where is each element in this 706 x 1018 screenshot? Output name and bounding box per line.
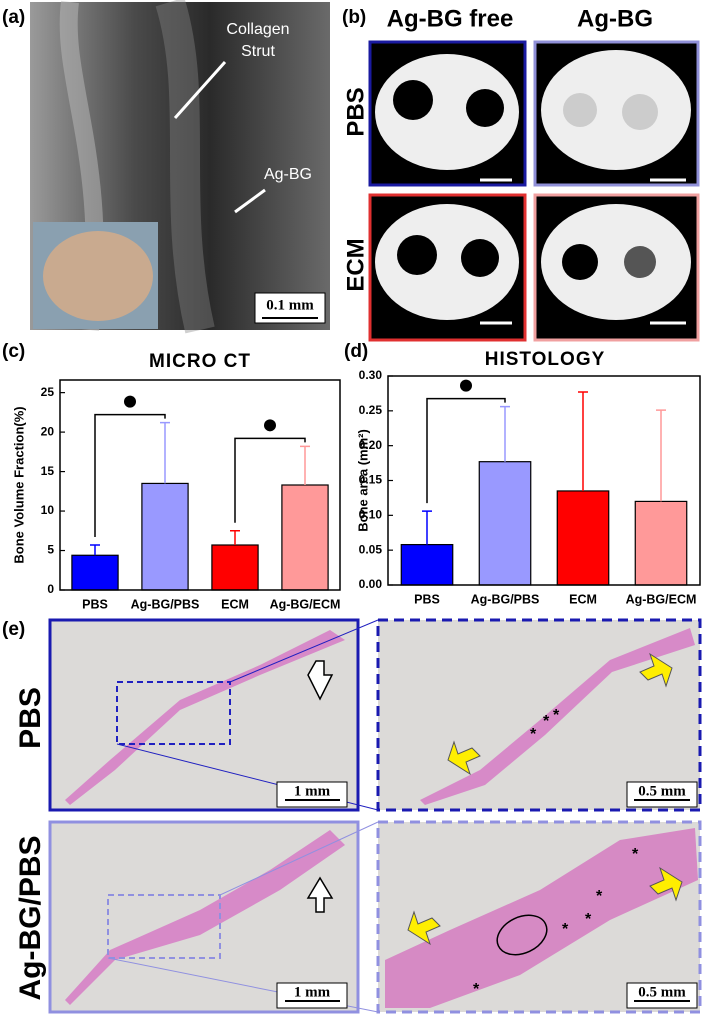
bar (281, 484, 329, 591)
marker: * (543, 713, 550, 730)
significance-dot (124, 395, 136, 408)
y-tick-label: 0.30 (359, 368, 383, 382)
scale-bar-label: 1 mm (294, 984, 331, 1000)
row-label: Ag-BG/PBS (14, 836, 47, 1001)
scale-bar-label: 0.5 mm (638, 783, 686, 799)
x-tick-label: PBS (82, 597, 108, 611)
y-tick-label: 0.00 (359, 577, 383, 591)
panel-label: (c) (2, 341, 25, 362)
column-label: Ag-BG free (387, 5, 514, 32)
marker: * (562, 921, 569, 938)
marker: * (530, 726, 537, 743)
error-bar (422, 510, 432, 545)
error-bar (656, 409, 666, 502)
y-tick-label: 0.10 (359, 508, 383, 522)
row-label: PBS (342, 87, 369, 136)
significance-dot (264, 419, 276, 432)
significance-bracket (94, 413, 166, 537)
error-bar (160, 421, 170, 484)
x-tick-label: PBS (414, 592, 440, 606)
y-axis-label: Bone Volume Fraction(%) (11, 406, 26, 563)
x-tick-label: Ag-BG/ECM (270, 597, 341, 611)
scale-bar-label: 1 mm (294, 783, 331, 799)
y-tick-label: 5 (47, 543, 54, 557)
panel-label: (d) (344, 341, 368, 362)
chart-title: HISTOLOGY (485, 349, 606, 370)
image-label: Ag-BG (264, 166, 312, 183)
y-tick-label: 0.20 (359, 438, 383, 452)
x-tick-label: Ag-BG/ECM (626, 592, 697, 606)
panel-label: (b) (342, 7, 366, 28)
charts: MICRO CT Bone Volume Fraction(%) 0 5 10 15 20 2… (11, 349, 701, 611)
histology-images (48, 618, 702, 1014)
ct-images (368, 40, 700, 342)
significance-dot (460, 379, 472, 392)
marker: * (473, 981, 480, 998)
x-tick-label: ECM (569, 592, 597, 606)
scale-bar-label: 0.5 mm (638, 984, 686, 1000)
x-tick-label: Ag-BG/PBS (131, 597, 200, 611)
y-tick-label: 0 (47, 582, 54, 596)
error-bar (500, 405, 510, 462)
bar (634, 500, 688, 586)
y-tick-label: 10 (41, 503, 55, 517)
marker: * (553, 707, 560, 724)
y-tick-label: 15 (41, 464, 55, 478)
y-tick-label: 25 (41, 385, 55, 399)
y-tick-label: 0.05 (359, 542, 383, 556)
bar (556, 490, 610, 586)
image-label: Strut (241, 43, 275, 60)
bar (141, 482, 189, 591)
error-bar (90, 544, 100, 556)
y-tick-label: 20 (41, 424, 55, 438)
error-bar (300, 445, 310, 485)
y-tick-label: 0.25 (359, 403, 383, 417)
sem-image (30, 0, 330, 334)
error-bar (230, 530, 240, 545)
chart-title: MICRO CT (149, 351, 251, 372)
plot-frame (387, 375, 701, 586)
significance-bracket (426, 397, 506, 504)
bar (211, 544, 259, 591)
marker: * (632, 846, 639, 863)
bar (478, 461, 532, 586)
marker: * (596, 888, 603, 905)
marker: * (585, 911, 592, 928)
error-bar (578, 391, 588, 491)
significance-bracket (234, 437, 306, 523)
x-tick-label: Ag-BG/PBS (471, 592, 540, 606)
panel-label: (a) (2, 7, 25, 28)
panel-label: (e) (2, 619, 25, 640)
column-label: Ag-BG (577, 5, 653, 32)
row-label: ECM (342, 238, 369, 291)
image-label: Collagen (226, 21, 289, 38)
row-label: PBS (14, 687, 47, 749)
scale-bar-label: 0.1 mm (266, 297, 314, 313)
bar (400, 543, 454, 586)
plot-frame (59, 379, 341, 591)
x-tick-label: ECM (221, 597, 249, 611)
bar (71, 554, 119, 591)
y-tick-label: 0.15 (359, 473, 383, 487)
y-axis-label: Bone area (mm²) (355, 429, 370, 532)
